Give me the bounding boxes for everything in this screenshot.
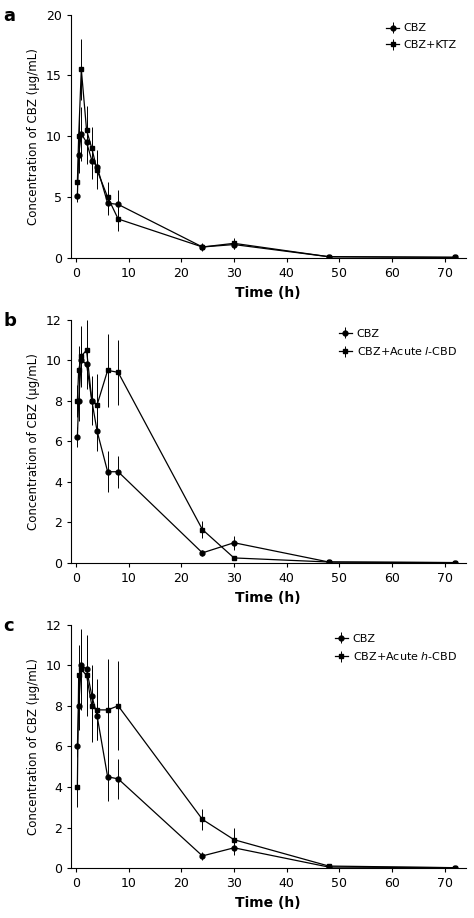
Y-axis label: Concentration of CBZ (μg/mL): Concentration of CBZ (μg/mL) bbox=[27, 48, 40, 225]
X-axis label: Time (h): Time (h) bbox=[236, 285, 301, 299]
Legend: CBZ, CBZ+KTZ: CBZ, CBZ+KTZ bbox=[383, 20, 460, 53]
Text: b: b bbox=[4, 312, 17, 330]
Text: a: a bbox=[4, 7, 16, 26]
X-axis label: Time (h): Time (h) bbox=[236, 896, 301, 910]
Legend: CBZ, CBZ+Acute $\it{h}$-CBD: CBZ, CBZ+Acute $\it{h}$-CBD bbox=[331, 631, 460, 666]
Y-axis label: Concentration of CBZ (μg/mL): Concentration of CBZ (μg/mL) bbox=[27, 658, 40, 834]
Y-axis label: Concentration of CBZ (μg/mL): Concentration of CBZ (μg/mL) bbox=[27, 353, 40, 530]
Legend: CBZ, CBZ+Acute $\it{l}$-CBD: CBZ, CBZ+Acute $\it{l}$-CBD bbox=[336, 325, 460, 361]
X-axis label: Time (h): Time (h) bbox=[236, 590, 301, 605]
Text: c: c bbox=[4, 618, 14, 635]
